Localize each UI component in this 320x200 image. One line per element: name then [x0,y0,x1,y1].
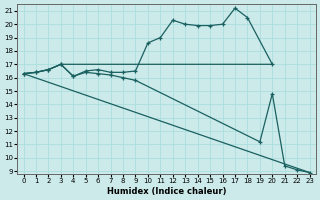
X-axis label: Humidex (Indice chaleur): Humidex (Indice chaleur) [107,187,226,196]
